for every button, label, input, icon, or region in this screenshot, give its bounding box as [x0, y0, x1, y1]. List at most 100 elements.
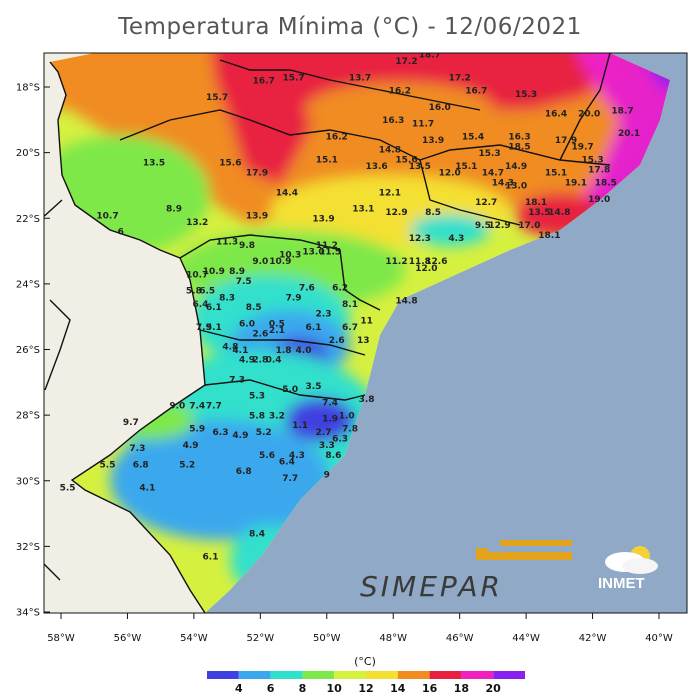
station-value-7: 16.2: [389, 87, 411, 97]
station-value-43: 18.5: [595, 178, 617, 188]
inmet-logo-text: INMET: [598, 575, 645, 592]
lat-label-4: 26°S: [16, 345, 40, 356]
ocean: [205, 53, 687, 613]
station-value-123: 1.0: [339, 411, 355, 421]
simepar-logo-text: SIMEPAR: [360, 570, 503, 603]
political-borders: [44, 53, 611, 613]
station-value-146: 7.7: [282, 474, 298, 484]
station-value-64: 12.3: [409, 234, 431, 244]
station-value-78: 10.7: [186, 270, 208, 280]
station-value-77: 12.0: [415, 264, 437, 274]
lon-label-5: 48°W: [379, 633, 407, 644]
station-value-57: 13.9: [312, 215, 334, 225]
simepar-logo: [476, 540, 572, 560]
station-value-73: 10.9: [269, 257, 291, 267]
station-value-102: 2.1: [269, 326, 285, 336]
station-value-137: 5.6: [259, 451, 275, 461]
station-value-92: 8.1: [342, 300, 358, 310]
station-labels: 17.218.716.7 15.7 13.7 17.215.716.2 16.7 15.3…: [60, 51, 641, 563]
station-value-133: 6.3: [332, 434, 348, 444]
station-value-29: 15.6: [219, 159, 241, 169]
colorbar-swatch-6: [397, 671, 430, 679]
station-value-81: 7.5: [236, 277, 252, 287]
lat-label-2: 22°S: [16, 214, 40, 225]
lat-label-5: 28°S: [16, 411, 40, 422]
station-value-53: 13.5: [528, 208, 550, 218]
station-value-63: 6: [118, 228, 124, 238]
station-value-10: 16.0: [429, 103, 451, 113]
station-value-148: 4.1: [139, 484, 155, 494]
colorbar-swatch-0: [207, 671, 239, 679]
lat-label-0: 18°S: [16, 83, 40, 94]
station-value-13: 16.4: [545, 110, 567, 120]
station-value-130: 5.2: [256, 428, 272, 438]
station-value-149: 8.4: [249, 530, 265, 540]
lon-label-9: 40°W: [645, 633, 673, 644]
station-value-134: 7.3: [129, 444, 145, 454]
station-value-94: 7.9: [196, 323, 212, 333]
station-value-143: 5.2: [179, 461, 195, 471]
colorbar-swatch-8: [461, 671, 494, 679]
colorbar-unit-label: (°C): [354, 655, 376, 668]
station-value-89: 7.9: [286, 293, 302, 303]
station-value-90: 8.5: [246, 303, 262, 313]
colorbar-tick-8: 20: [486, 682, 502, 695]
lon-label-0: 58°W: [47, 633, 75, 644]
station-value-65: 4.3: [448, 234, 464, 244]
colorbar-tick-1: 6: [267, 682, 275, 695]
lon-label-3: 52°W: [247, 633, 275, 644]
station-value-1: 18.7: [419, 51, 441, 61]
lon-label-4: 50°W: [313, 633, 341, 644]
station-value-23: 14.8: [379, 146, 401, 156]
station-value-16: 16.2: [326, 133, 348, 143]
lon-label-7: 44°W: [512, 633, 540, 644]
lon-label-2: 54°W: [180, 633, 208, 644]
station-value-138: 4.3: [289, 451, 305, 461]
station-value-47: 18.1: [525, 198, 547, 208]
station-value-101: 2.6: [252, 329, 268, 339]
station-value-12: 11.7: [412, 119, 434, 129]
station-value-6: 15.7: [206, 93, 228, 103]
station-value-98: 6.1: [306, 323, 322, 333]
station-value-55: 10.7: [96, 211, 118, 221]
station-value-8: 16.7: [465, 87, 487, 97]
station-value-83: 6.5: [199, 287, 215, 297]
station-value-88: 6.1: [206, 303, 222, 313]
station-value-34: 14.9: [505, 162, 527, 172]
station-value-139: 8.6: [325, 451, 341, 461]
station-value-32: 13.5: [409, 162, 431, 172]
lat-label-3: 24°S: [16, 279, 40, 290]
station-value-86: 7.6: [299, 283, 315, 293]
station-value-27: 15.3: [581, 156, 603, 166]
station-value-127: 7.8: [342, 425, 358, 435]
station-value-104: 13: [357, 336, 370, 346]
station-value-37: 12.0: [439, 169, 461, 179]
station-value-66: 11.3: [216, 238, 238, 248]
station-value-35: 17.8: [588, 165, 610, 175]
station-value-50: 13.1: [352, 205, 374, 215]
station-value-51: 12.9: [385, 208, 407, 218]
colorbar-swatch-2: [270, 671, 303, 679]
station-value-106: 4.1: [232, 346, 248, 356]
station-value-80: 8.9: [229, 267, 245, 277]
station-value-41: 13.0: [505, 182, 527, 192]
station-value-30: 15.1: [316, 156, 338, 166]
station-value-31: 13.6: [365, 162, 387, 172]
station-value-17: 13.9: [422, 136, 444, 146]
station-value-38: 14.7: [482, 169, 504, 179]
station-value-25: 15.3: [478, 149, 500, 159]
station-value-71: 10.3: [279, 251, 301, 261]
lat-label-6: 30°S: [16, 476, 40, 487]
station-value-122: 3.2: [269, 411, 285, 421]
station-value-11: 16.3: [382, 116, 404, 126]
station-value-96: 6.0: [239, 320, 255, 330]
station-value-79: 10.9: [203, 267, 225, 277]
station-value-114: 3.5: [306, 382, 322, 392]
station-value-99: 6.7: [342, 323, 358, 333]
station-value-100: 11: [360, 316, 373, 326]
station-value-9: 15.3: [515, 90, 537, 100]
station-value-111: 0.4: [266, 356, 282, 366]
station-value-132: 2.7: [316, 428, 332, 438]
